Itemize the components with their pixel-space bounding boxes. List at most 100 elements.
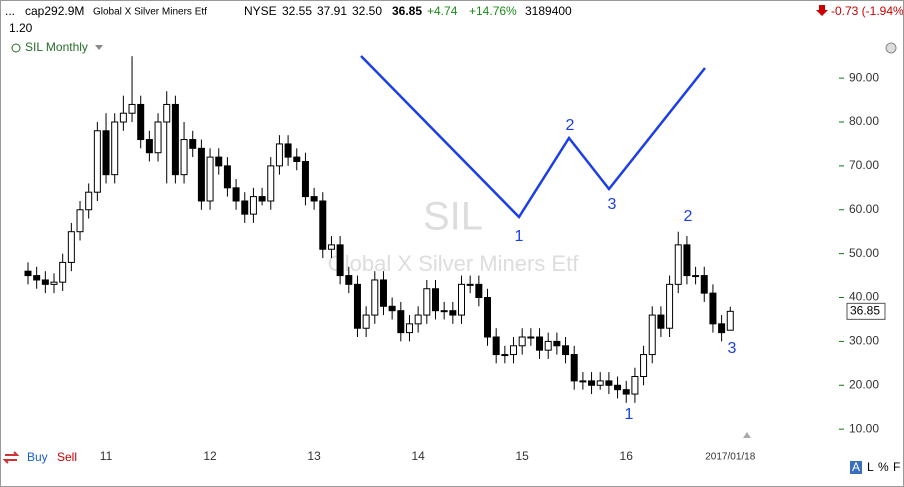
candle-body [666,283,674,329]
low: 32.50 [352,4,382,18]
market-cap: cap292.9M [25,4,84,18]
fund-name: Global X Silver Miners Etf [93,7,207,18]
candle-body [622,389,630,395]
watermark-name: Global X Silver Miners Etf [328,251,580,276]
annotation: 2 [566,117,575,134]
candle-body [501,354,509,357]
annotation: 2 [684,208,693,225]
candle-body [241,200,249,215]
candle-body [232,187,240,202]
candle-body [189,139,197,149]
candle-body [458,283,465,316]
candle-body [345,275,353,285]
y-tick-label: 10.00 [849,421,879,435]
option-bg [850,461,862,474]
price-tag: 36.85 [850,304,880,318]
candle-body [596,380,604,386]
candle-body [301,160,309,198]
candle-body [588,380,596,386]
candle-body [284,143,292,158]
candle-body [484,297,492,338]
candle-body [362,314,370,329]
candle-body [579,380,587,383]
candle-body [336,244,344,277]
candle-body [614,384,622,391]
y-tick-label: 20.00 [849,377,879,391]
candle-body [371,279,379,316]
candle-body [154,121,162,154]
chart-title: SIL Monthly [25,40,88,54]
down-arrow [816,5,828,16]
candle-body [85,191,93,211]
candle-body [379,279,387,307]
y-tick-label: 60.00 [849,202,879,216]
ratio: 1.20 [9,21,33,35]
candle-body [718,323,726,334]
candle-body [518,336,526,347]
candle-body [466,283,474,286]
y-tick-label: 50.00 [849,246,879,260]
candle-body [102,130,110,176]
candle-body [605,380,613,386]
ellipsis: ... [5,4,15,18]
candle-body [223,165,231,189]
volume: 3189400 [525,4,572,18]
candle-body [180,139,188,176]
candle-body [640,354,648,377]
candle-body [267,165,275,202]
candle-body [449,310,457,316]
candle-body [709,292,717,325]
candle-body [414,314,422,325]
change: +4.74 [427,4,458,18]
y-tick-label: 90.00 [849,70,879,84]
title-dropdown[interactable] [95,45,103,50]
candle-body [319,200,327,250]
y-tick-label: 40.00 [849,290,879,304]
candle-body [440,310,448,313]
w-pattern [360,55,706,220]
candle-body [111,121,119,176]
option[interactable]: F [893,460,900,474]
last: 36.85 [392,4,422,18]
candle-body [310,196,318,202]
candle-body [24,270,32,277]
candle-body [137,103,145,141]
settings-icon[interactable] [885,42,897,54]
x-tick-label: 16 [620,449,634,463]
watermark-symbol: SIL [423,195,483,239]
buy-button[interactable]: Buy [27,450,48,464]
annotation: 3 [728,340,737,357]
candle-body [648,314,656,356]
candle-body [93,130,101,193]
exchange: NYSE [244,4,277,18]
candle-body [275,143,283,167]
high: 37.91 [317,4,347,18]
x-tick-label: 12 [203,449,217,463]
option[interactable]: A [852,460,860,474]
y-tick-label: 30.00 [849,334,879,348]
x-tick-label: 11 [100,449,113,463]
trade-icon[interactable] [2,451,20,464]
sell-button[interactable]: Sell [57,450,77,464]
candle-body [397,310,405,334]
candle-body [41,279,49,285]
candle-body [674,244,682,285]
annotation: 1 [515,228,524,245]
candle-body [67,231,75,263]
open: 32.55 [282,4,312,18]
candle-body [249,196,257,215]
candle-body [492,336,500,356]
candle-body [726,310,734,331]
y-tick-label: 80.00 [849,114,879,128]
candle-body [119,112,127,123]
scroll-marker[interactable] [743,432,751,438]
candle-body [405,323,413,334]
candle-body [692,275,700,278]
candle-body [631,375,639,395]
option[interactable]: % [878,460,889,474]
candle-body [570,354,578,382]
candle-body [536,336,544,351]
candle-body [683,244,691,277]
option[interactable]: L [867,460,874,474]
candle-body [657,314,665,329]
